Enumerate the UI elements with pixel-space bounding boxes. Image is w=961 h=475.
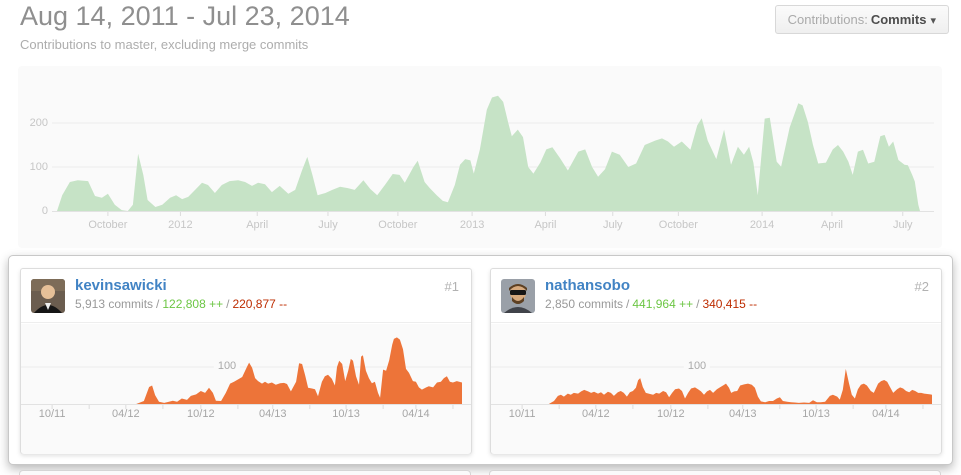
- stats-separator: /: [156, 297, 160, 311]
- contributor-card-header: kevinsawicki #1 5,913 commits/122,808 ++…: [21, 269, 471, 323]
- additions-count: 122,808 ++: [162, 297, 224, 311]
- contributor-commits-chart: 10/11 04/12 10/12 04/13 10/13 04/14 100: [491, 324, 941, 454]
- stats-separator: /: [696, 297, 700, 311]
- next-contributor-card-top: [489, 470, 941, 475]
- contributions-filter-button[interactable]: Contributions: Commits ▾: [774, 5, 949, 34]
- commit-count: 5,913 commits: [75, 297, 154, 311]
- top-contributors-panel: kevinsawicki #1 5,913 commits/122,808 ++…: [8, 255, 953, 465]
- filter-value: Commits: [870, 12, 927, 27]
- y-axis-label: 0: [41, 205, 48, 217]
- x-axis-label: 2013: [459, 219, 485, 231]
- x-axis-label: 10/12: [657, 408, 685, 420]
- contributor-rank: #2: [914, 279, 929, 294]
- x-axis-label: 04/13: [729, 408, 757, 420]
- contributor-card: kevinsawicki #1 5,913 commits/122,808 ++…: [20, 268, 472, 454]
- x-axis-label: 04/14: [872, 408, 900, 420]
- x-axis-label: 10/13: [332, 408, 360, 420]
- x-axis-label: 04/13: [259, 408, 287, 420]
- contributor-stats: 2,850 commits/441,964 ++/340,415 --: [545, 297, 757, 311]
- deletions-count: 220,877 --: [232, 297, 288, 311]
- x-axis-label: April: [534, 219, 557, 231]
- x-axis-label: 04/14: [402, 408, 430, 420]
- y-axis-label: 100: [213, 360, 241, 372]
- x-axis-label: October: [88, 219, 128, 231]
- x-axis-label: 10/12: [187, 408, 215, 420]
- y-axis-label: 100: [29, 161, 48, 173]
- contributor-username-link[interactable]: nathansobo: [545, 277, 630, 294]
- page-subtitle: Contributions to master, excluding merge…: [20, 37, 309, 52]
- stats-separator: /: [226, 297, 230, 311]
- y-axis-label: 100: [683, 360, 711, 372]
- contributor-stats: 5,913 commits/122,808 ++/220,877 --: [75, 297, 287, 311]
- x-axis-label: 04/12: [582, 408, 610, 420]
- x-axis-label: July: [318, 219, 338, 231]
- overview-chart-panel: October 2012 April July October 2013 April July…: [18, 66, 942, 248]
- avatar[interactable]: [501, 279, 535, 313]
- commit-count: 2,850 commits: [545, 297, 624, 311]
- avatar-image-kevinsawicki: [31, 279, 65, 313]
- avatar[interactable]: [31, 279, 65, 313]
- contributor-rank: #1: [444, 279, 459, 294]
- next-contributor-card-top: [19, 470, 471, 475]
- x-axis-label: April: [820, 219, 843, 231]
- x-axis-label: 2012: [168, 219, 193, 231]
- x-axis-label: 2014: [749, 219, 775, 231]
- filter-label: Contributions:: [787, 12, 868, 27]
- additions-count: 441,964 ++: [632, 297, 694, 311]
- x-axis-label: July: [892, 219, 913, 231]
- x-axis-label: 10/11: [508, 408, 536, 420]
- x-axis-label: 04/12: [112, 408, 140, 420]
- x-axis-label: July: [602, 219, 623, 231]
- contributor-username-link[interactable]: kevinsawicki: [75, 277, 167, 294]
- overview-commits-chart[interactable]: October 2012 April July October 2013 April July…: [18, 66, 942, 248]
- y-axis-label: 200: [29, 117, 48, 129]
- caret-down-icon: ▾: [930, 15, 936, 27]
- page-title: Aug 14, 2011 - Jul 23, 2014: [20, 1, 350, 31]
- stats-separator: /: [626, 297, 630, 311]
- avatar-image-nathansobo: [501, 279, 535, 313]
- x-axis-label: October: [658, 219, 698, 231]
- x-axis-label: April: [246, 219, 269, 231]
- x-axis-label: 10/13: [802, 408, 830, 420]
- contributor-card: nathansobo #2 2,850 commits/441,964 ++/3…: [490, 268, 942, 454]
- deletions-count: 340,415 --: [702, 297, 758, 311]
- contributor-commits-chart: 10/11 04/12 10/12 04/13 10/13 04/14 100: [21, 324, 471, 454]
- x-axis-label: October: [378, 219, 418, 231]
- x-axis-label: 10/11: [38, 408, 66, 420]
- contributor-card-header: nathansobo #2 2,850 commits/441,964 ++/3…: [491, 269, 941, 323]
